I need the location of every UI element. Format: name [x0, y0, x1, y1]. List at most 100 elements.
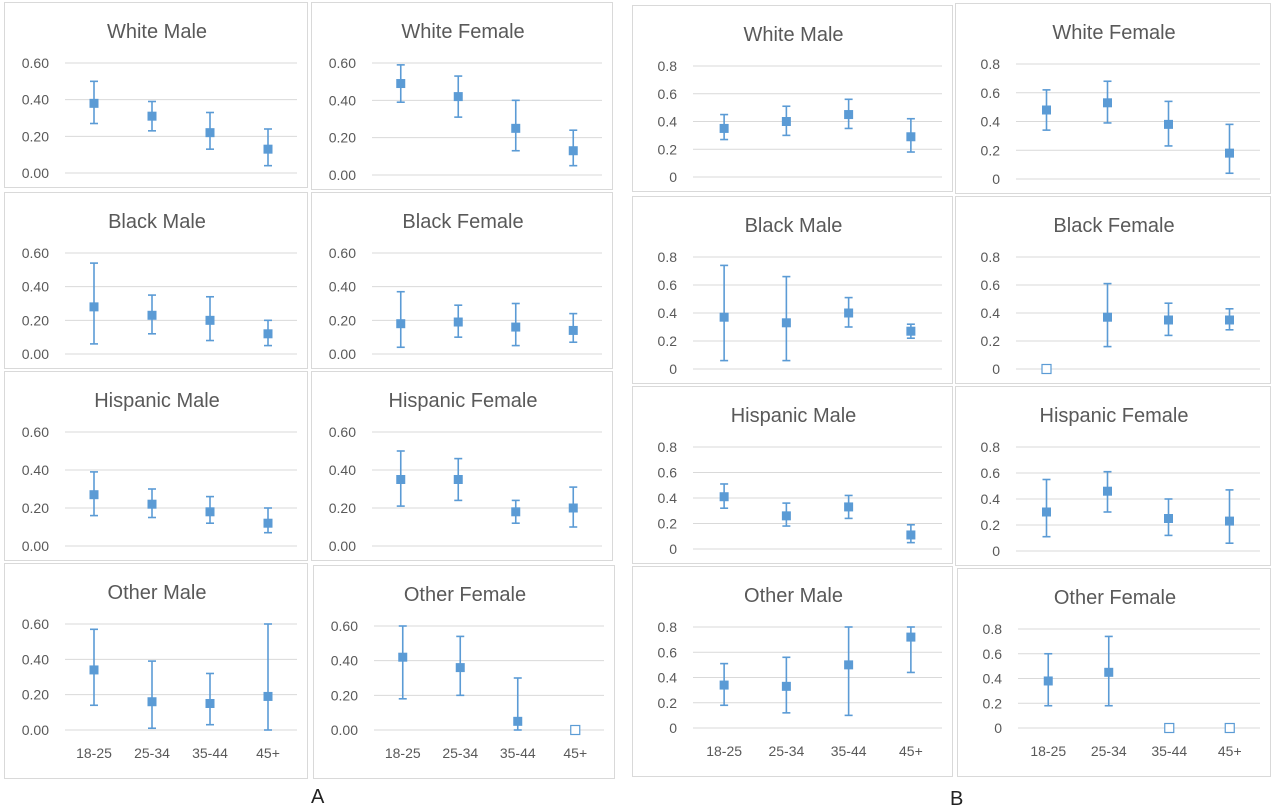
y-tick-label: 0.00 [329, 167, 356, 183]
data-point [1104, 667, 1114, 677]
data-point [781, 511, 791, 521]
y-tick-label: 0.4 [981, 491, 1001, 507]
figure-label-b: B [950, 788, 964, 810]
data-point [263, 329, 273, 339]
y-tick-label: 0.8 [981, 249, 1001, 265]
y-tick-label: 0.2 [981, 333, 1001, 349]
data-point [1225, 315, 1234, 325]
chart-panel-a2: White Female 0.00 0.20 0.40 0.60 [311, 2, 613, 190]
data-point [263, 691, 273, 701]
y-tick-label: 0.40 [329, 92, 356, 108]
data-point [781, 117, 791, 126]
y-tick-label: 0.8 [658, 58, 678, 74]
chart-title: Hispanic Male [94, 390, 220, 412]
y-tick-label: 0.6 [981, 85, 1001, 101]
chart-title: Black Male [745, 215, 843, 237]
x-tick-label: 35-44 [192, 745, 228, 761]
y-tick-label: 0.8 [981, 56, 1001, 72]
chart-title: White Female [1052, 22, 1175, 44]
y-tick-label: 0 [669, 541, 677, 557]
x-tick-label: 45+ [899, 743, 923, 759]
data-point-hollow [570, 724, 581, 736]
data-point [89, 490, 99, 500]
data-point [1103, 312, 1112, 322]
chart-svg: Other Female 0 0.2 0.4 0.6 0.8 18-25 25-34 35-44… [983, 587, 1260, 759]
y-tick-label: 0.4 [983, 671, 1003, 687]
x-tick-label: 18-25 [76, 745, 112, 761]
y-tick-label: 0.20 [22, 500, 49, 516]
chart-title: Hispanic Female [389, 390, 538, 412]
y-tick-label: 0.6 [983, 646, 1003, 662]
data-point-hollow [1041, 363, 1052, 375]
chart-title: Black Male [108, 211, 206, 233]
data-point [455, 663, 465, 673]
y-tick-label: 0.60 [331, 618, 358, 634]
data-point [511, 507, 521, 517]
data-point [147, 310, 157, 320]
chart-title: Black Female [402, 211, 523, 233]
data-point [844, 110, 854, 120]
y-tick-label: 0.40 [331, 653, 358, 669]
data-point [147, 499, 157, 509]
y-tick-label: 0.60 [22, 55, 49, 71]
data-point [1042, 105, 1051, 115]
chart-panel-b8: Other Female 0 0.2 0.4 0.6 0.8 18-25 25-34 35-44… [957, 568, 1271, 777]
y-tick-label: 0.40 [22, 462, 49, 478]
chart-svg: Other Male 0.00 0.20 0.40 0.60 18-25 25-34 35-4… [22, 582, 297, 761]
chart-panel-a6: Hispanic Female 0.00 0.20 0.40 0.60 [311, 371, 613, 561]
figure-label-a: A [311, 786, 325, 808]
x-tick-label: 35-44 [500, 745, 536, 761]
x-tick-label: 35-44 [831, 743, 867, 759]
data-point [453, 317, 463, 327]
data-point [511, 123, 521, 133]
data-point-hollow [1164, 722, 1175, 734]
data-point [568, 325, 578, 335]
chart-svg: White Male 0 0.2 0.4 0.6 0.8 [658, 24, 942, 185]
y-tick-label: 0.4 [658, 305, 678, 321]
data-point [906, 530, 916, 540]
x-tick-label: 25-34 [768, 743, 804, 759]
data-point [396, 319, 406, 329]
y-tick-label: 0.4 [658, 670, 678, 686]
y-tick-label: 0.40 [22, 651, 49, 667]
y-tick-label: 0.20 [329, 500, 356, 516]
x-tick-label: 18-25 [1030, 743, 1066, 759]
chart-panel-a8: Other Female 0.00 0.20 0.40 0.60 18-25 25-34 35… [313, 565, 615, 779]
y-tick-label: 0 [994, 720, 1002, 736]
y-tick-label: 0.8 [658, 619, 678, 635]
data-point [89, 98, 99, 108]
data-point [568, 503, 578, 513]
y-tick-label: 0.2 [981, 142, 1001, 158]
data-point [719, 680, 729, 690]
data-point [453, 475, 463, 484]
x-tick-label: 35-44 [1151, 743, 1187, 759]
data-point [453, 92, 463, 102]
data-point [844, 308, 854, 318]
y-tick-label: 0.4 [981, 114, 1001, 130]
x-tick-label: 45+ [1218, 743, 1242, 759]
data-point [781, 681, 791, 691]
chart-panel-b3: Black Male 0 0.2 0.4 0.6 0.8 [632, 196, 953, 384]
chart-title: Hispanic Male [731, 405, 857, 427]
chart-panel-b5: Hispanic Male 0 0.2 0.4 0.6 0.8 [632, 386, 953, 564]
data-point [89, 302, 99, 312]
x-tick-label: 45+ [563, 745, 587, 761]
chart-title: White Male [743, 24, 843, 46]
data-point [1225, 148, 1234, 158]
y-tick-label: 0.20 [329, 130, 356, 146]
chart-panel-b2: White Female 0 0.2 0.4 0.6 0.8 [955, 3, 1271, 194]
data-point [1164, 315, 1173, 325]
y-tick-label: 0.40 [329, 462, 356, 478]
data-point [719, 312, 729, 322]
x-tick-label: 45+ [256, 745, 280, 761]
data-point [1042, 507, 1051, 517]
y-tick-label: 0.6 [658, 644, 678, 660]
data-point [1103, 486, 1112, 496]
y-tick-label: 0.00 [331, 722, 358, 738]
chart-panel-b4: Black Female 0 0.2 0.4 0.6 0.8 [955, 196, 1271, 384]
y-tick-label: 0.60 [329, 424, 356, 440]
chart-panel-a7: Other Male 0.00 0.20 0.40 0.60 18-25 25-34 35-4… [4, 563, 308, 779]
y-tick-label: 0.00 [22, 538, 49, 554]
chart-svg: Black Male 0 0.2 0.4 0.6 0.8 [658, 215, 942, 377]
chart-svg: White Female 0.00 0.20 0.40 0.60 [329, 21, 602, 183]
